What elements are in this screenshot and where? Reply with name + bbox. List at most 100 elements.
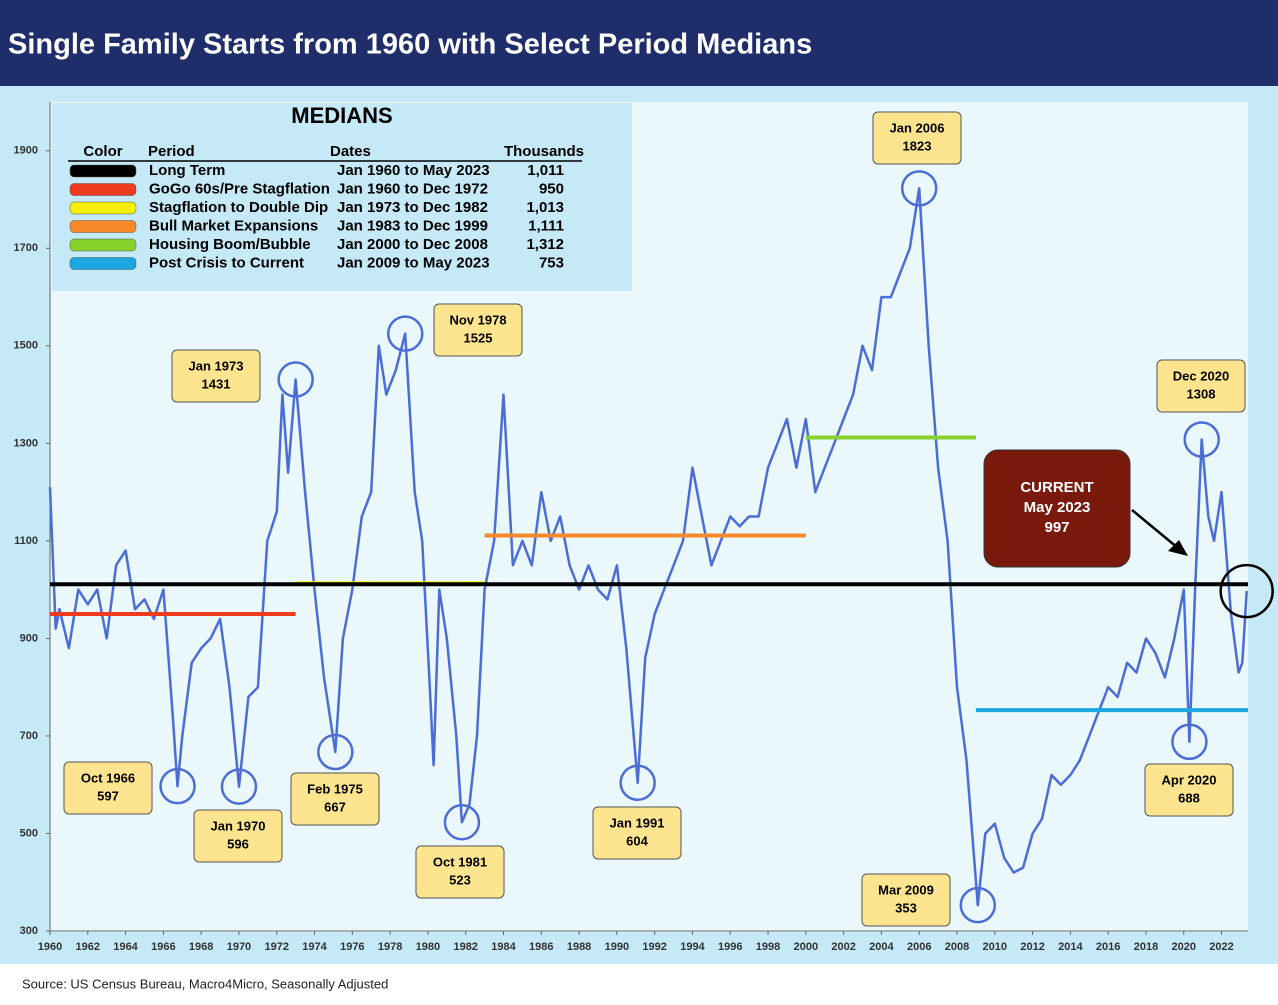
legend-dates: Jan 1973 to Dec 1982: [337, 199, 488, 216]
x-tick-label: 1968: [189, 941, 213, 953]
legend-header: Dates: [330, 143, 371, 160]
legend-swatch: [69, 238, 137, 252]
x-tick-label: 2006: [907, 941, 931, 953]
x-tick-label: 1986: [529, 941, 553, 953]
annotation-ring: [220, 768, 258, 805]
annotation-box: [415, 845, 505, 899]
annotation-ring: [619, 764, 656, 802]
x-tick-label: 1980: [416, 941, 440, 953]
current-ring: [1219, 563, 1274, 619]
legend-header: Period: [148, 143, 195, 160]
annotation-box: [861, 873, 951, 927]
x-tick-label: 1992: [642, 941, 666, 953]
y-tick-label: 1900: [14, 145, 38, 157]
current-arrowhead: [1168, 540, 1188, 556]
x-tick-label: 1990: [605, 941, 629, 953]
source: Source: US Census Bureau, Macro4Micro, S…: [22, 976, 388, 991]
legend-swatch: [69, 183, 137, 196]
legend-value: 1,111: [528, 217, 564, 234]
legend-period: Stagflation to Double Dip: [149, 199, 328, 216]
current-value: 997: [1044, 519, 1069, 536]
annotation-box: [872, 111, 962, 165]
annotation-ring: [277, 361, 314, 398]
annotation-ring: [1171, 723, 1208, 761]
x-tick-label: 1974: [302, 941, 327, 953]
annotation-value: 1525: [464, 330, 493, 345]
annotation-box: [1144, 763, 1234, 817]
annotation-value: 604: [626, 833, 648, 848]
data-line: [48, 187, 1248, 907]
legend-swatch: [69, 257, 137, 270]
annotation-box: [1156, 359, 1246, 413]
annotation-box: [63, 761, 153, 815]
annotation-date: Feb 1975: [307, 781, 363, 796]
annotation-date: Nov 1978: [449, 312, 506, 327]
legend-value: 1,013: [526, 199, 564, 216]
title-bar: [0, 0, 1278, 86]
x-tick-label: 1960: [38, 941, 62, 953]
x-tick-label: 2020: [1172, 941, 1196, 953]
legend-swatch: [69, 201, 137, 215]
x-tick-label: 1996: [718, 941, 742, 953]
annotation-date: Jan 1970: [211, 818, 266, 833]
annotation-ring: [900, 170, 938, 207]
x-tick-label: 2004: [869, 941, 894, 953]
annotation-value: 667: [324, 799, 346, 814]
legend-dates: Jan 1960 to May 2023: [337, 162, 490, 179]
legend-value: 1,011: [527, 162, 564, 179]
y-tick-label: 700: [20, 730, 38, 742]
legend-swatch: [69, 164, 137, 178]
current-title: CURRENT: [1020, 479, 1093, 496]
x-tick-label: 1988: [567, 941, 591, 953]
x-tick-label: 2018: [1134, 941, 1158, 953]
legend-title: MEDIANS: [291, 103, 392, 128]
annotation-date: Jan 1973: [189, 358, 244, 373]
legend-period: Long Term: [149, 162, 225, 179]
annotation-ring: [959, 886, 997, 924]
legend-swatch: [69, 220, 137, 233]
legend-period: Housing Boom/Bubble: [149, 236, 311, 253]
annotation-value: 596: [227, 836, 249, 851]
annotation-value: 353: [895, 900, 917, 915]
annotation-date: Mar 2009: [878, 882, 934, 897]
y-tick-label: 500: [20, 827, 38, 839]
legend-dates: Jan 1983 to Dec 1999: [337, 217, 488, 234]
annotation-value: 1308: [1187, 386, 1216, 401]
x-tick-label: 1994: [680, 941, 705, 953]
x-tick-label: 1984: [491, 941, 516, 953]
legend-dates: Jan 2000 to Dec 2008: [337, 236, 488, 253]
annotation-date: Dec 2020: [1173, 368, 1229, 383]
y-tick-label: 1500: [14, 340, 38, 352]
current-arrow: [1131, 509, 1179, 549]
x-tick-label: 1976: [340, 941, 364, 953]
annotation-date: Oct 1966: [81, 770, 135, 785]
legend-value: 753: [539, 254, 564, 271]
current-date: May 2023: [1024, 499, 1091, 516]
y-tick-label: 900: [20, 632, 38, 644]
annotation-box: [290, 772, 380, 826]
x-tick-label: 1972: [265, 941, 289, 953]
current-box: [983, 449, 1131, 568]
legend-header: Thousands: [504, 143, 584, 160]
annotation-value: 1431: [202, 376, 231, 391]
x-tick-label: 2014: [1058, 941, 1083, 953]
legend-period: Post Crisis to Current: [149, 254, 304, 271]
legend-period: GoGo 60s/Pre Stagflation: [149, 180, 330, 197]
x-tick-label: 1962: [76, 941, 100, 953]
annotation-value: 688: [1178, 790, 1200, 805]
legend-period: Bull Market Expansions: [149, 217, 318, 234]
y-tick-label: 1100: [14, 535, 38, 547]
x-tick-label: 1978: [378, 941, 402, 953]
x-tick-label: 1966: [151, 941, 175, 953]
annotation-date: Oct 1981: [433, 854, 487, 869]
annotation-box: [592, 806, 682, 860]
legend-header: Color: [83, 143, 122, 160]
legend-dates: Jan 1960 to Dec 1972: [337, 180, 488, 197]
annotation-date: Apr 2020: [1162, 772, 1217, 787]
annotation-value: 597: [97, 788, 119, 803]
legend-value: 1,312: [526, 236, 564, 253]
x-tick-label: 2008: [945, 941, 969, 953]
annotation-date: Jan 1991: [610, 815, 665, 830]
annotation-ring: [443, 804, 481, 841]
legend-box: [52, 103, 632, 291]
